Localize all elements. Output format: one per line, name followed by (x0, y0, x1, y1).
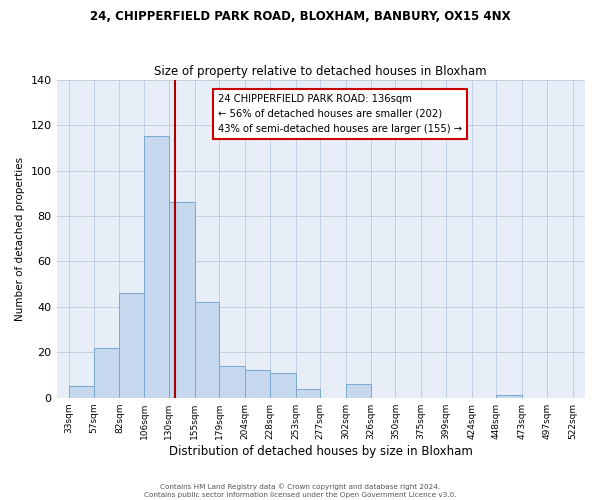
Bar (220, 366, 245, 398)
Bar (346, 384, 371, 398)
Bar (144, 136, 169, 398)
Title: Size of property relative to detached houses in Bloxham: Size of property relative to detached ho… (154, 66, 487, 78)
Bar (94, 348, 119, 398)
Bar (119, 293, 144, 398)
Text: 24 CHIPPERFIELD PARK ROAD: 136sqm
← 56% of detached houses are smaller (202)
43%: 24 CHIPPERFIELD PARK ROAD: 136sqm ← 56% … (218, 94, 462, 134)
Bar (496, 396, 522, 398)
Bar (270, 372, 296, 398)
Bar (169, 202, 194, 398)
Bar (245, 370, 270, 398)
X-axis label: Distribution of detached houses by size in Bloxham: Distribution of detached houses by size … (169, 444, 473, 458)
Bar (194, 302, 220, 398)
Text: 24, CHIPPERFIELD PARK ROAD, BLOXHAM, BANBURY, OX15 4NX: 24, CHIPPERFIELD PARK ROAD, BLOXHAM, BAN… (89, 10, 511, 23)
Bar (296, 388, 320, 398)
Y-axis label: Number of detached properties: Number of detached properties (15, 156, 25, 321)
Text: Contains HM Land Registry data © Crown copyright and database right 2024.
Contai: Contains HM Land Registry data © Crown c… (144, 484, 456, 498)
Bar (69, 386, 94, 398)
